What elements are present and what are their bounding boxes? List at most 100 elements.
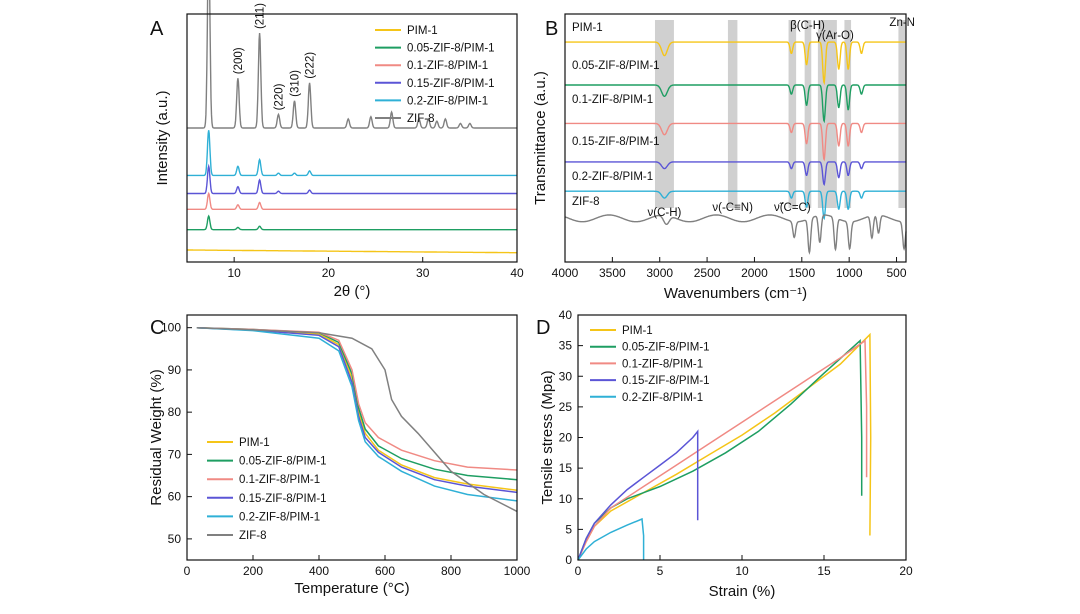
x-tick-label: 1000 [836, 266, 863, 280]
series-label-0-15-zif-8-pim-1: 0.15-ZIF-8/PIM-1 [572, 136, 660, 148]
series-line-0-2-zif-8-pim-1 [565, 190, 906, 221]
peak-label: (220) [273, 83, 285, 110]
x-tick-label: 30 [416, 266, 430, 280]
series-line-0-2-zif-8-pim-1 [187, 130, 517, 177]
series-line-0-15-zif-8-pim-1 [577, 429, 699, 561]
y-tick-label: 35 [559, 339, 573, 353]
y-tick-label: 20 [559, 431, 573, 445]
peak-label: (310) [289, 70, 301, 97]
x-tick-label: 40 [510, 266, 524, 280]
y-tick-label: 10 [559, 492, 573, 506]
series-label-0-05-zif-8-pim-1: 0.05-ZIF-8/PIM-1 [572, 60, 660, 72]
series-line-0-2-zif-8-pim-1 [196, 326, 518, 502]
y-tick-label: 90 [168, 363, 182, 377]
x-tick-label: 10 [227, 266, 241, 280]
panel-label: A [150, 18, 164, 40]
y-tick-label: 50 [168, 532, 182, 546]
highlight-band [844, 20, 852, 208]
x-axis-label: Strain (%) [709, 583, 776, 600]
legend-entry-0-15-zif-8-pim-1: 0.15-ZIF-8/PIM-1 [622, 375, 710, 387]
highlight-band [898, 20, 906, 208]
series-line-0-05-zif-8-pim-1 [187, 214, 517, 231]
plot-frame [564, 13, 907, 263]
x-tick-label: 2500 [694, 266, 721, 280]
legend-entry-pim-1: PIM-1 [239, 437, 270, 449]
y-tick-label: 80 [168, 405, 182, 419]
panel-c-tga: 0 200 400 600 800 1000 50 60 70 80 90 100 Temperatur… [148, 314, 531, 597]
y-tick-label: 25 [559, 400, 573, 414]
band-label: Zn-N [889, 17, 915, 29]
x-tick-label: 500 [887, 266, 907, 280]
legend-entry-pim-1: PIM-1 [407, 25, 438, 37]
legend-entry-0-1-zif-8-pim-1: 0.1-ZIF-8/PIM-1 [407, 60, 488, 72]
series-line-0-2-zif-8-pim-1 [577, 517, 645, 561]
band-label: β(C-H) [790, 20, 825, 32]
x-tick-label: 1500 [788, 266, 815, 280]
panel-label: B [545, 18, 558, 40]
legend-entry-0-05-zif-8-pim-1: 0.05-ZIF-8/PIM-1 [239, 456, 327, 468]
y-tick-label: 5 [565, 522, 572, 536]
y-axis-label: Transmittance (a.u.) [532, 71, 549, 205]
y-tick-label: 40 [559, 308, 573, 322]
x-tick-label: 10 [735, 564, 749, 578]
band-label: γ(Ar-O) [816, 30, 854, 42]
panel-d-tensile: 0 5 10 15 20 0 5 10 15 20 25 30 35 40 Strain (%) Tensil… [536, 308, 913, 600]
x-axis-label: Temperature (°C) [294, 580, 409, 597]
legend-entry-0-05-zif-8-pim-1: 0.05-ZIF-8/PIM-1 [622, 342, 710, 354]
x-tick-label: 600 [375, 564, 395, 578]
plot-frame [186, 13, 518, 263]
legend-entry-0-1-zif-8-pim-1: 0.1-ZIF-8/PIM-1 [622, 358, 703, 370]
x-axis-label: Wavenumbers (cm⁻¹) [664, 285, 807, 302]
panel-label: C [150, 317, 164, 339]
legend-entry-0-2-zif-8-pim-1: 0.2-ZIF-8/PIM-1 [622, 392, 703, 404]
y-tick-label: 70 [168, 447, 182, 461]
y-tick-label: 100 [161, 321, 181, 335]
panel-label: D [536, 317, 550, 339]
band-label: ν(C-H) [648, 207, 682, 219]
peak-label: (211) [255, 3, 267, 29]
legend-entry-0-15-zif-8-pim-1: 0.15-ZIF-8/PIM-1 [407, 78, 495, 90]
x-tick-label: 3000 [646, 266, 673, 280]
x-tick-label: 200 [243, 564, 263, 578]
y-axis-label: Residual Weight (%) [148, 369, 165, 505]
x-tick-label: 20 [322, 266, 336, 280]
highlight-band [788, 20, 797, 208]
y-tick-label: 15 [559, 461, 573, 475]
series-line-zif-8 [196, 326, 518, 513]
series-line-0-15-zif-8-pim-1 [196, 326, 518, 494]
series-line-0-1-zif-8-pim-1 [577, 339, 868, 561]
x-tick-label: 2000 [741, 266, 768, 280]
highlight-band [804, 20, 812, 208]
highlight-band [817, 20, 837, 208]
legend-entry-0-2-zif-8-pim-1: 0.2-ZIF-8/PIM-1 [239, 511, 320, 523]
x-tick-label: 5 [657, 564, 664, 578]
y-tick-label: 30 [559, 369, 573, 383]
x-tick-label: 3500 [599, 266, 626, 280]
series-line-0-05-zif-8-pim-1 [577, 339, 863, 561]
series-line-0-15-zif-8-pim-1 [565, 161, 906, 186]
peak-label: (200) [233, 47, 245, 74]
legend-entry-zif-8: ZIF-8 [239, 530, 266, 542]
peak-label: (222) [305, 52, 317, 79]
series-line-pim-1 [187, 249, 517, 254]
band-label: ν(-C≡N) [712, 202, 753, 214]
x-tick-label: 0 [575, 564, 582, 578]
series-label-0-2-zif-8-pim-1: 0.2-ZIF-8/PIM-1 [572, 171, 653, 183]
x-tick-label: 400 [309, 564, 329, 578]
x-tick-label: 800 [441, 564, 461, 578]
x-axis-label: 2θ (°) [334, 283, 371, 300]
legend-entry-pim-1: PIM-1 [622, 325, 653, 337]
plot-frame [186, 314, 518, 561]
legend-entry-0-1-zif-8-pim-1: 0.1-ZIF-8/PIM-1 [239, 474, 320, 486]
legend-entry-zif-8: ZIF-8 [407, 113, 434, 125]
series-line-0-15-zif-8-pim-1 [187, 163, 517, 195]
x-tick-label: 20 [899, 564, 913, 578]
x-tick-label: 1000 [504, 564, 531, 578]
series-line-zif-8 [564, 214, 907, 255]
y-tick-label: 60 [168, 490, 182, 504]
series-line-pim-1 [196, 326, 518, 492]
series-line-0-1-zif-8-pim-1 [565, 122, 906, 162]
series-label-0-1-zif-8-pim-1: 0.1-ZIF-8/PIM-1 [572, 94, 653, 106]
series-label-pim-1: PIM-1 [572, 22, 603, 34]
